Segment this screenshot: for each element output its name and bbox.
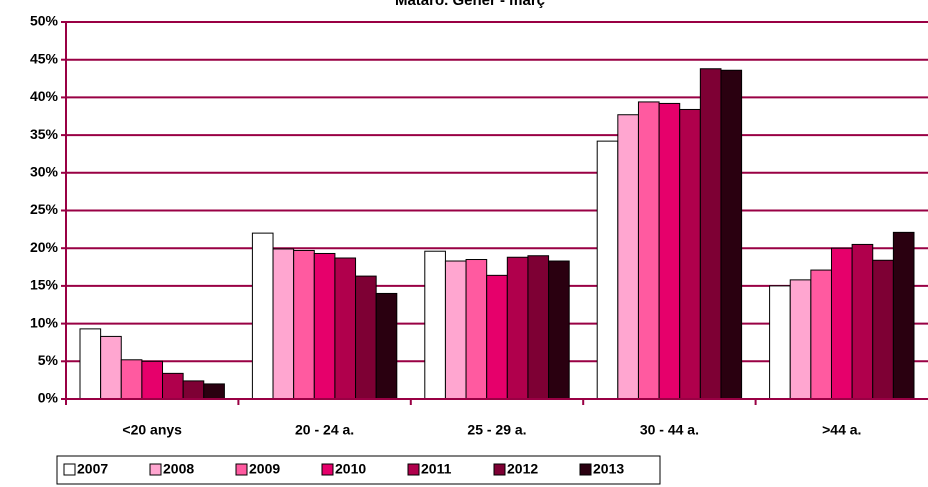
bar	[699, 68, 722, 400]
bar	[313, 252, 336, 400]
bar	[679, 108, 701, 400]
bar	[100, 335, 122, 400]
bar	[162, 372, 184, 400]
bar	[486, 274, 508, 400]
bar	[79, 328, 102, 400]
bar	[720, 69, 743, 400]
bar	[182, 380, 205, 400]
bar	[596, 140, 619, 400]
legend-label: 2012	[507, 461, 538, 477]
bar	[872, 259, 894, 400]
legend-label: 2010	[335, 461, 366, 477]
legend-swatch	[321, 463, 334, 476]
legend-swatch	[235, 463, 248, 476]
y-tick-label: 50%	[30, 13, 59, 29]
legend-swatch	[149, 463, 162, 476]
bar	[465, 259, 488, 400]
legend-label: 2008	[163, 461, 194, 477]
bar	[120, 359, 143, 400]
bar	[658, 102, 681, 400]
y-tick-label: 35%	[30, 126, 59, 142]
bar	[769, 285, 791, 400]
x-tick-label: <20 anys	[122, 422, 182, 438]
y-tick-label: 40%	[30, 88, 59, 104]
legend-swatch	[407, 463, 420, 476]
legend-swatch	[493, 463, 506, 476]
chart-title: Mataró. Gener - març	[395, 0, 545, 9]
legend-label: 2007	[77, 461, 108, 477]
y-tick-label: 10%	[30, 314, 59, 330]
legend-label: 2013	[593, 461, 624, 477]
bar	[637, 101, 660, 400]
bar	[334, 257, 357, 400]
bar	[527, 255, 550, 400]
y-tick-label: 25%	[30, 201, 59, 217]
y-tick-label: 20%	[30, 239, 59, 255]
bar	[851, 243, 874, 400]
x-tick-label: 25 - 29 a.	[467, 422, 526, 438]
bar	[272, 248, 295, 400]
bar	[444, 260, 467, 400]
y-tick-label: 30%	[30, 164, 59, 180]
bar	[203, 383, 225, 400]
bar	[375, 292, 398, 400]
x-tick-label: 30 - 44 a.	[640, 422, 699, 438]
legend-label: 2009	[249, 461, 280, 477]
bar	[810, 269, 832, 400]
bar	[789, 279, 812, 400]
y-tick-label: 15%	[30, 277, 59, 293]
legend-swatch	[579, 463, 592, 476]
bar	[830, 247, 853, 400]
bar	[424, 250, 446, 400]
legend-label: 2011	[421, 461, 452, 477]
y-tick-label: 45%	[30, 50, 59, 66]
y-tick-label: 0%	[38, 390, 59, 406]
bar	[548, 260, 570, 400]
x-tick-label: >44 a.	[822, 422, 861, 438]
bar	[251, 232, 274, 400]
y-tick-label: 5%	[38, 352, 59, 368]
bar	[506, 256, 529, 400]
bar	[617, 114, 639, 400]
legend-swatch	[63, 463, 76, 476]
bar	[355, 275, 377, 400]
bar	[141, 360, 164, 400]
x-tick-label: 20 - 24 a.	[295, 422, 354, 438]
bar	[293, 249, 315, 400]
bar	[892, 231, 915, 400]
